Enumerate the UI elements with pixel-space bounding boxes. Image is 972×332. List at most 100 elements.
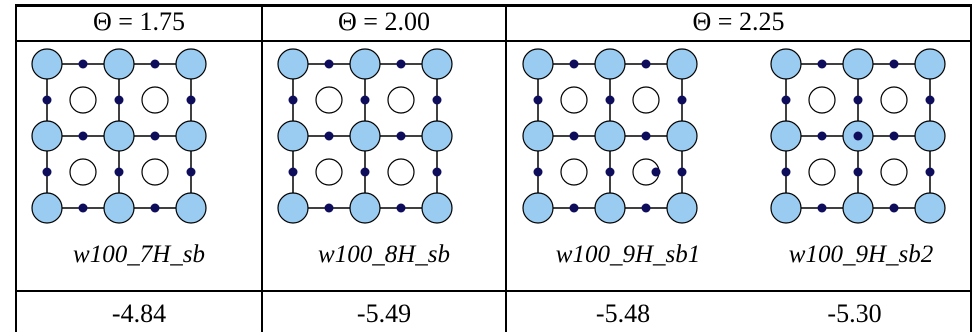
divider-1 (261, 4, 263, 332)
hollow-site (141, 158, 169, 186)
tungsten-atom (175, 192, 207, 224)
hydrogen-atom (641, 59, 651, 69)
hydrogen-atom (853, 95, 863, 105)
hydrogen-atom (396, 203, 406, 213)
hydrogen-atom (569, 203, 579, 213)
hydrogen-atom (533, 95, 543, 105)
hydrogen-atom (432, 95, 442, 105)
hydrogen-atom (925, 167, 935, 177)
hydrogen-atom (817, 131, 827, 141)
tungsten-atom (914, 192, 946, 224)
tungsten-atom (349, 192, 381, 224)
hydrogen-atom (781, 95, 791, 105)
hydrogen-atom (889, 203, 899, 213)
energy-value-2: -5.49 (356, 299, 412, 328)
hollow-site (69, 86, 97, 114)
hydrogen-atom (360, 167, 370, 177)
tungsten-atom (594, 192, 626, 224)
tungsten-atom (421, 120, 453, 152)
header-theta-1-75: Θ = 1.75 (93, 7, 185, 36)
hollow-site (387, 158, 415, 186)
tungsten-atom (103, 48, 135, 80)
hydrogen-atom (889, 131, 899, 141)
hollow-site (808, 158, 836, 186)
hydrogen-atom (324, 203, 334, 213)
structure-label-3: w100_9H_sb1 (555, 241, 701, 268)
hollow-site (880, 158, 908, 186)
tungsten-atom (666, 192, 698, 224)
hollow-site (560, 86, 588, 114)
tungsten-atom (277, 48, 309, 80)
tungsten-atom (31, 120, 63, 152)
hydrogen-atom (677, 167, 687, 177)
right-border (970, 4, 972, 332)
hydrogen-atom (817, 203, 827, 213)
structure-label-1: w100_7H_sb (73, 241, 205, 268)
hydrogen-atom (78, 131, 88, 141)
hydrogen-atom (78, 203, 88, 213)
hydrogen-atom (889, 59, 899, 69)
hollow-site (315, 158, 343, 186)
hydrogen-atom (324, 131, 334, 141)
tungsten-atom (770, 192, 802, 224)
tungsten-atom (770, 48, 802, 80)
energy-value-4: -5.30 (827, 299, 882, 328)
hollow-site (808, 86, 836, 114)
hydrogen-atom (324, 59, 334, 69)
hydrogen-atom (651, 167, 661, 177)
left-border (15, 4, 17, 332)
hydrogen-atom (605, 167, 615, 177)
energy-value-3: -5.48 (595, 299, 651, 328)
hydrogen-atom (42, 95, 52, 105)
tungsten-atom (666, 48, 698, 80)
hollow-site (69, 158, 97, 186)
hydrogen-atom (677, 95, 687, 105)
tungsten-atom (522, 120, 554, 152)
hydrogen-atom (925, 95, 935, 105)
tungsten-atom (914, 48, 946, 80)
hydrogen-atom (78, 59, 88, 69)
tungsten-atom (103, 192, 135, 224)
tungsten-atom (522, 192, 554, 224)
tungsten-atom (175, 120, 207, 152)
tungsten-atom (842, 192, 874, 224)
hydrogen-atom (42, 167, 52, 177)
hydrogen-atom (288, 167, 298, 177)
tungsten-atom (666, 120, 698, 152)
hydrogen-atom (533, 167, 543, 177)
hydrogen-atom (396, 131, 406, 141)
structure-label-4: w100_9H_sb2 (788, 241, 934, 268)
hollow-site (315, 86, 343, 114)
hollow-site (387, 86, 415, 114)
tungsten-atom (277, 192, 309, 224)
hydrogen-atom (853, 167, 863, 177)
hydrogen-atom (853, 131, 863, 141)
divider-2 (505, 4, 507, 332)
hydrogen-atom (288, 95, 298, 105)
hydrogen-atom (186, 95, 196, 105)
tungsten-atom (594, 120, 626, 152)
hydrogen-atom (360, 95, 370, 105)
hydrogen-atom (114, 167, 124, 177)
hydrogen-atom (641, 131, 651, 141)
hydrogen-atom (396, 59, 406, 69)
tungsten-atom (349, 48, 381, 80)
tungsten-atom (31, 192, 63, 224)
hollow-site (560, 158, 588, 186)
tungsten-atom (103, 120, 135, 152)
hydrogen-atom (641, 203, 651, 213)
tungsten-atom (522, 48, 554, 80)
hydrogen-atom (150, 59, 160, 69)
hydrogen-atom (432, 167, 442, 177)
hydrogen-atom (150, 131, 160, 141)
hydrogen-atom (569, 131, 579, 141)
tungsten-atom (914, 120, 946, 152)
hydrogen-atom (605, 95, 615, 105)
hydrogen-atom (817, 59, 827, 69)
hollow-site (880, 86, 908, 114)
energy-rule (15, 290, 972, 292)
hydrogen-atom (186, 167, 196, 177)
tungsten-atom (349, 120, 381, 152)
tungsten-atom (421, 48, 453, 80)
